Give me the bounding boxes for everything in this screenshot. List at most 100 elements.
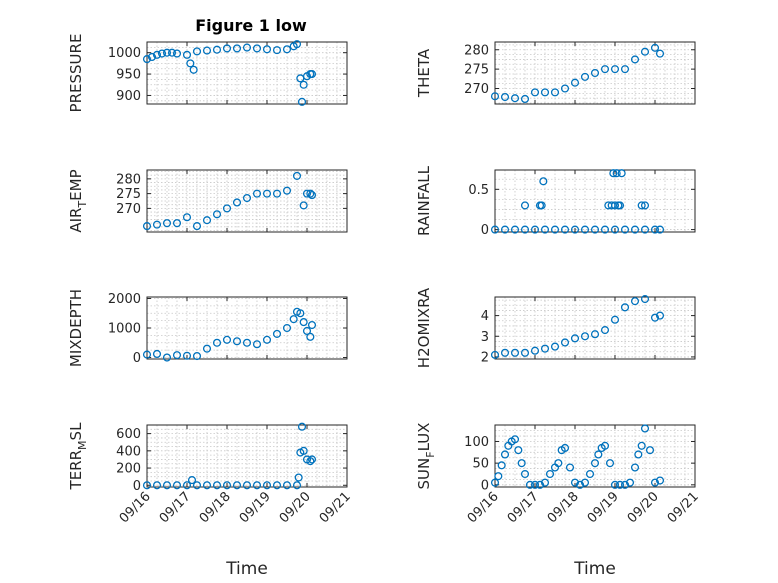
- y-tick-label: 200: [116, 462, 141, 477]
- data-point: [242, 193, 252, 203]
- data-series: [142, 422, 317, 490]
- data-point: [560, 84, 570, 93]
- y-tick-label: 280: [116, 172, 141, 187]
- data-point: [222, 44, 232, 53]
- data-point: [520, 348, 530, 357]
- data-point: [182, 351, 192, 360]
- data-point: [142, 350, 152, 359]
- y-tick-label: 950: [116, 68, 141, 83]
- data-point: [520, 225, 530, 234]
- x-tick-label: 09/19: [585, 489, 622, 526]
- y-tick-label: 400: [116, 444, 141, 459]
- data-point: [297, 97, 307, 106]
- data-point: [637, 201, 646, 210]
- data-point: [282, 481, 292, 490]
- x-tick-label: 09/20: [625, 489, 662, 526]
- data-point: [282, 45, 292, 54]
- y-axis-label: AIRTEMP: [67, 169, 89, 232]
- data-point: [272, 481, 282, 490]
- x-tick-label: 09/21: [665, 489, 702, 526]
- data-point: [500, 92, 510, 102]
- data-point: [152, 50, 162, 59]
- data-point: [162, 219, 172, 228]
- data-point: [500, 225, 510, 234]
- data-point: [610, 201, 620, 210]
- data-point: [570, 78, 580, 87]
- data-point: [565, 463, 575, 472]
- data-point: [615, 201, 625, 210]
- axes-box: [146, 41, 348, 105]
- x-tick-label: 09/16: [117, 489, 154, 526]
- data-point: [296, 74, 305, 83]
- data-point: [610, 480, 620, 489]
- y-axis-label: H2OMIXRA: [415, 287, 433, 368]
- axes-box: [146, 169, 348, 233]
- data-series: [490, 295, 665, 359]
- axes-box: [146, 424, 348, 488]
- subplot-8: 0 50 100 09/16 09/17 09/18 09/19 09/20 09/21 SUNF…: [415, 423, 702, 579]
- data-point: [580, 478, 590, 487]
- data-point: [187, 476, 197, 485]
- data-point: [650, 43, 660, 52]
- data-point: [620, 65, 630, 74]
- data-point: [202, 344, 212, 353]
- data-point: [590, 330, 600, 339]
- data-point: [634, 450, 643, 459]
- data-point: [172, 49, 182, 58]
- data-point: [307, 70, 317, 79]
- x-axis-label: Time: [573, 559, 616, 579]
- data-point: [296, 309, 305, 318]
- x-tick-label: 09/17: [157, 489, 194, 526]
- y-tick-label: 600: [116, 427, 141, 442]
- data-point: [167, 48, 177, 57]
- data-point: [490, 478, 500, 487]
- data-point: [617, 169, 626, 178]
- data-point: [222, 481, 232, 490]
- data-point: [272, 329, 282, 338]
- data-point: [655, 311, 665, 320]
- y-tick-label: 100: [464, 435, 489, 450]
- x-tick-label: 09/18: [545, 489, 582, 526]
- x-tick-label: 09/17: [505, 489, 542, 526]
- data-series: [490, 169, 665, 234]
- data-point: [539, 177, 548, 186]
- data-point: [222, 335, 232, 344]
- subplot-5: 0 1000 2000 MIXDEPTH: [67, 289, 348, 367]
- data-point: [585, 469, 595, 479]
- data-point: [272, 46, 282, 55]
- data-point: [590, 68, 600, 78]
- data-point: [575, 480, 585, 489]
- axes-box: [494, 41, 696, 105]
- y-tick-label: 280: [464, 43, 489, 58]
- data-point: [182, 50, 192, 59]
- y-axis-label: SUNFLUX: [415, 423, 437, 490]
- data-point: [655, 476, 665, 485]
- x-tick-label: 09/16: [465, 489, 502, 526]
- grid-lines: [147, 297, 347, 359]
- data-point: [590, 459, 600, 468]
- data-point: [172, 351, 182, 360]
- data-point: [152, 220, 162, 229]
- y-tick-label: 275: [464, 63, 489, 78]
- data-point: [530, 225, 540, 234]
- data-point: [600, 326, 610, 335]
- data-point: [650, 225, 660, 234]
- y-tick-label: 4: [481, 309, 489, 324]
- data-point: [289, 315, 298, 324]
- data-point: [612, 169, 621, 178]
- data-point: [605, 459, 615, 468]
- data-point: [294, 473, 303, 482]
- data-point: [560, 443, 570, 453]
- data-point: [232, 337, 242, 346]
- data-point: [594, 450, 603, 459]
- data-point: [535, 480, 545, 489]
- data-point: [537, 201, 546, 210]
- data-point: [640, 225, 650, 234]
- data-point: [306, 189, 315, 198]
- data-point: [620, 480, 630, 489]
- data-point: [494, 472, 503, 481]
- y-tick-label: 270: [464, 82, 489, 97]
- data-point: [517, 459, 526, 468]
- data-point: [299, 201, 308, 210]
